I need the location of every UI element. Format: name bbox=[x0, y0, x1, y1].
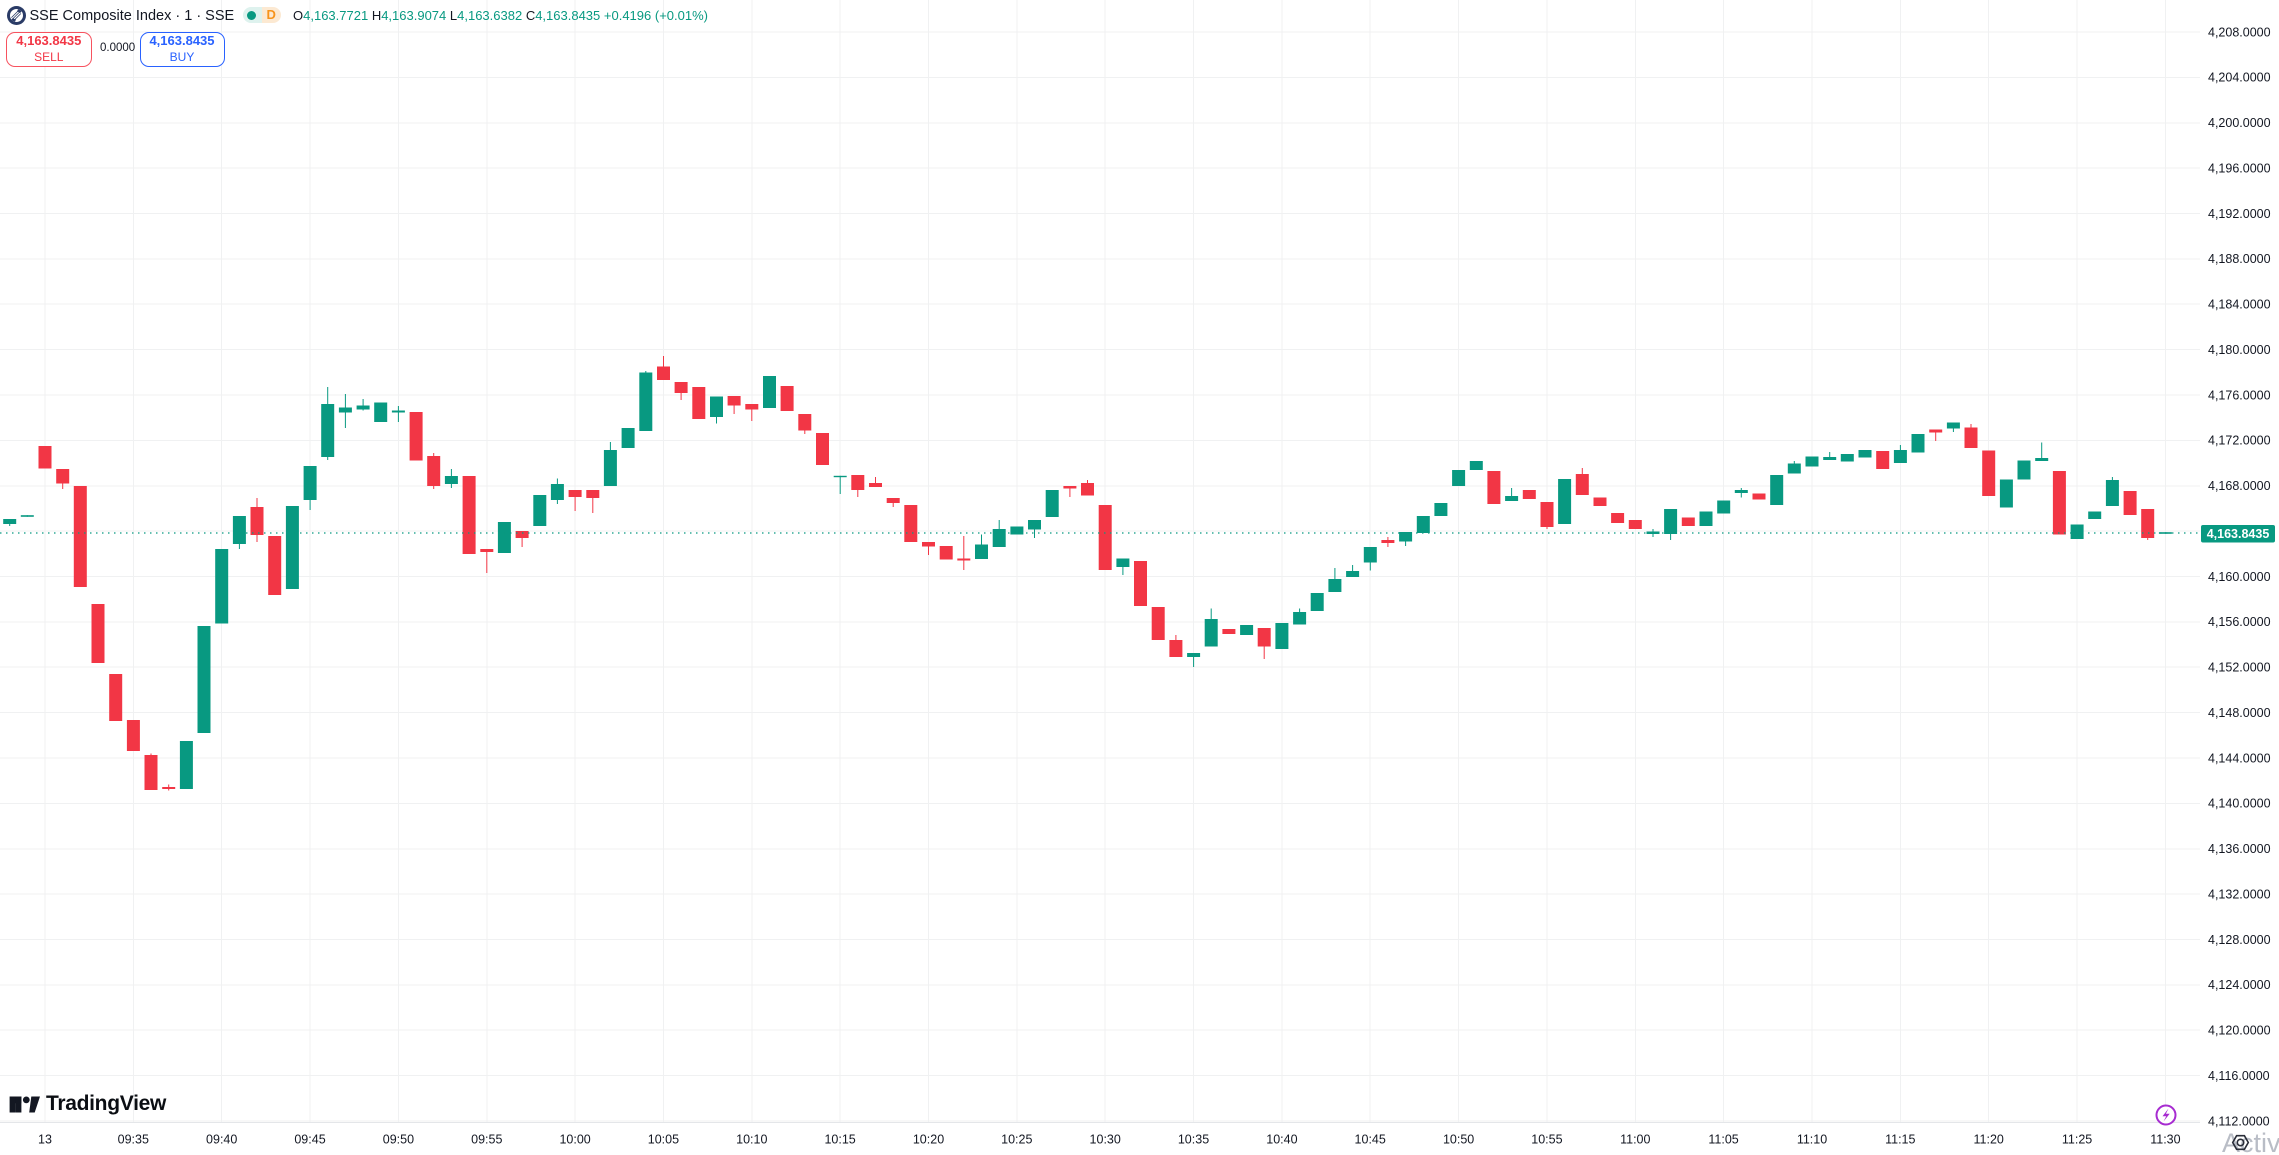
svg-text:4,163.8435: 4,163.8435 bbox=[2207, 527, 2270, 541]
svg-text:10:20: 10:20 bbox=[913, 1133, 944, 1147]
svg-text:4,112.0000: 4,112.0000 bbox=[2208, 1114, 2270, 1128]
svg-text:10:35: 10:35 bbox=[1178, 1133, 1209, 1147]
svg-text:4,144.0000: 4,144.0000 bbox=[2208, 751, 2271, 765]
svg-text:10:40: 10:40 bbox=[1266, 1133, 1297, 1147]
svg-text:10:50: 10:50 bbox=[1443, 1133, 1474, 1147]
svg-text:4,180.0000: 4,180.0000 bbox=[2208, 343, 2271, 357]
svg-text:09:55: 09:55 bbox=[471, 1133, 502, 1147]
svg-text:4,172.0000: 4,172.0000 bbox=[2208, 434, 2271, 448]
svg-text:13: 13 bbox=[38, 1133, 52, 1147]
svg-text:10:15: 10:15 bbox=[824, 1133, 855, 1147]
svg-text:10:45: 10:45 bbox=[1355, 1133, 1386, 1147]
svg-text:4,120.0000: 4,120.0000 bbox=[2208, 1024, 2271, 1038]
svg-text:4,160.0000: 4,160.0000 bbox=[2208, 570, 2271, 584]
svg-text:4,176.0000: 4,176.0000 bbox=[2208, 388, 2271, 402]
svg-text:10:30: 10:30 bbox=[1090, 1133, 1121, 1147]
svg-text:11:15: 11:15 bbox=[1885, 1133, 1915, 1147]
svg-text:4,184.0000: 4,184.0000 bbox=[2208, 298, 2271, 312]
svg-text:4,188.0000: 4,188.0000 bbox=[2208, 252, 2271, 266]
svg-text:4,200.0000: 4,200.0000 bbox=[2208, 116, 2271, 130]
svg-text:4,148.0000: 4,148.0000 bbox=[2208, 706, 2271, 720]
svg-text:4,156.0000: 4,156.0000 bbox=[2208, 615, 2271, 629]
svg-text:11:05: 11:05 bbox=[1708, 1133, 1738, 1147]
svg-text:4,196.0000: 4,196.0000 bbox=[2208, 161, 2271, 175]
svg-text:4,192.0000: 4,192.0000 bbox=[2208, 207, 2271, 221]
svg-text:10:55: 10:55 bbox=[1531, 1133, 1562, 1147]
svg-text:4,168.0000: 4,168.0000 bbox=[2208, 479, 2271, 493]
svg-text:10:05: 10:05 bbox=[648, 1133, 679, 1147]
svg-text:10:25: 10:25 bbox=[1001, 1133, 1032, 1147]
svg-text:09:45: 09:45 bbox=[294, 1133, 325, 1147]
svg-text:4,152.0000: 4,152.0000 bbox=[2208, 661, 2271, 675]
svg-text:4,136.0000: 4,136.0000 bbox=[2208, 842, 2271, 856]
svg-text:4,208.0000: 4,208.0000 bbox=[2208, 25, 2271, 39]
svg-text:11:20: 11:20 bbox=[1974, 1133, 2004, 1147]
svg-text:4,116.0000: 4,116.0000 bbox=[2208, 1069, 2270, 1083]
svg-text:4,124.0000: 4,124.0000 bbox=[2208, 978, 2271, 992]
svg-text:11:25: 11:25 bbox=[2062, 1133, 2092, 1147]
svg-text:11:00: 11:00 bbox=[1620, 1133, 1650, 1147]
svg-text:4,132.0000: 4,132.0000 bbox=[2208, 887, 2271, 901]
svg-text:4,140.0000: 4,140.0000 bbox=[2208, 797, 2271, 811]
svg-text:Activate: Activate bbox=[2222, 1128, 2279, 1155]
svg-text:11:10: 11:10 bbox=[1797, 1133, 1827, 1147]
svg-text:4,128.0000: 4,128.0000 bbox=[2208, 933, 2271, 947]
svg-text:09:35: 09:35 bbox=[118, 1133, 149, 1147]
svg-text:10:10: 10:10 bbox=[736, 1133, 767, 1147]
svg-text:11:30: 11:30 bbox=[2150, 1133, 2180, 1147]
svg-text:09:40: 09:40 bbox=[206, 1133, 237, 1147]
svg-text:10:00: 10:00 bbox=[559, 1133, 590, 1147]
svg-text:09:50: 09:50 bbox=[383, 1133, 414, 1147]
svg-text:4,204.0000: 4,204.0000 bbox=[2208, 71, 2271, 85]
